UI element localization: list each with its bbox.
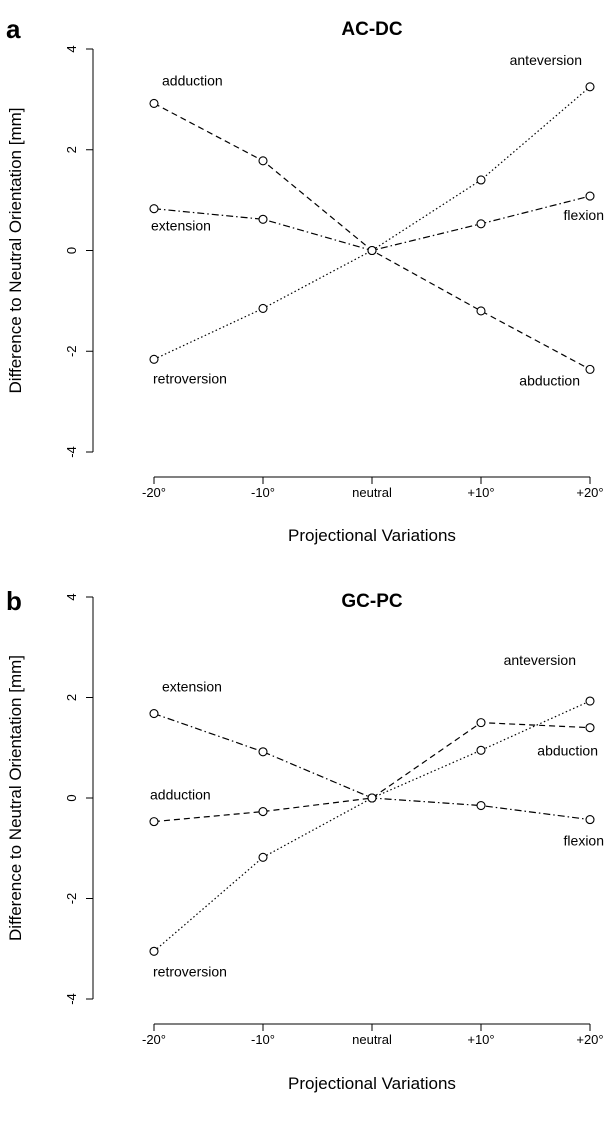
annotation-adduction: adduction [162,72,223,88]
data-point-retroversion [149,354,159,364]
annotation-retroversion: retroversion [153,370,227,386]
data-point-retroversion [367,793,377,803]
x-tick-label: neutral [352,1032,392,1047]
annotation-flexion: flexion [564,207,604,223]
x-tick-label: +20° [576,485,603,500]
series-line-retroversion [153,700,591,952]
y-tick-label: -2 [64,893,79,905]
data-point-extension [585,815,595,825]
data-point-retroversion [476,175,486,185]
series-line-adduction [153,102,591,370]
annotation-extension: extension [151,218,211,234]
y-tick-label: 2 [64,694,79,701]
data-point-extension [476,800,486,811]
data-point-adduction [149,817,159,827]
chart-title: AC-DC [341,19,402,40]
y-tick-label: -4 [64,993,79,1005]
data-point-extension [585,191,595,201]
annotation-adduction: adduction [150,787,211,803]
y-tick-label: 4 [64,45,79,52]
data-point-adduction [149,98,159,108]
x-tick-label: +20° [576,1032,603,1047]
y-axis-title: Difference to Neutral Orientation [mm] [6,655,25,941]
data-point-retroversion [585,696,595,706]
data-point-extension [476,219,486,229]
data-point-retroversion [258,852,268,862]
chart-title: GC-PC [341,591,403,612]
panel-letter: a [6,14,21,44]
data-point-extension [149,709,159,719]
data-point-extension [258,747,268,757]
y-tick-label: 2 [64,146,79,153]
series-line-extension [153,195,591,252]
data-point-adduction [258,156,268,166]
data-point-extension [258,214,268,224]
series-line-adduction [153,722,591,823]
panel-b: b GC-PC -4 -2 0 2 4 -20° -10° neutral +10° +20° Proj… [6,586,604,1093]
x-tick-label: +10° [467,1032,494,1047]
x-tick-label: -20° [142,1032,166,1047]
annotation-abduction: abduction [519,372,580,388]
annotation-extension: extension [162,679,222,695]
annotation-flexion: flexion [564,833,604,849]
data-point-retroversion [149,946,159,956]
panel-a: a AC-DC -4 -2 0 2 4 -20° -10° neutral +10° +20° Proj… [6,14,604,545]
data-point-adduction [476,306,486,316]
series-line-retroversion [153,86,591,360]
y-tick-label: -2 [64,345,79,357]
x-axis-title: Projectional Variations [288,526,456,545]
annotation-retroversion: retroversion [153,963,227,979]
y-tick-label: 0 [64,247,79,254]
annotation-anteversion: anteversion [510,52,582,68]
series-line-extension [153,713,591,821]
data-point-retroversion [367,245,377,256]
data-point-adduction [258,807,268,817]
x-axis-title: Projectional Variations [288,1074,456,1093]
y-tick-label: 4 [64,593,79,600]
y-tick-label: 0 [64,794,79,801]
data-point-retroversion [476,745,486,755]
data-point-retroversion [258,303,268,313]
x-tick-label: +10° [467,485,494,500]
data-point-adduction [585,364,595,374]
annotation-abduction: abduction [537,743,598,759]
annotation-anteversion: anteversion [504,652,576,668]
x-tick-label: -10° [251,485,275,500]
data-point-extension [149,204,159,214]
data-point-adduction [585,723,595,733]
y-tick-label: -4 [64,446,79,458]
panel-letter: b [6,586,22,616]
x-tick-label: -10° [251,1032,275,1047]
x-tick-label: -20° [142,485,166,500]
x-tick-label: neutral [352,485,392,500]
y-axis-title: Difference to Neutral Orientation [mm] [6,108,25,394]
data-point-retroversion [585,82,595,92]
data-point-adduction [476,718,486,728]
